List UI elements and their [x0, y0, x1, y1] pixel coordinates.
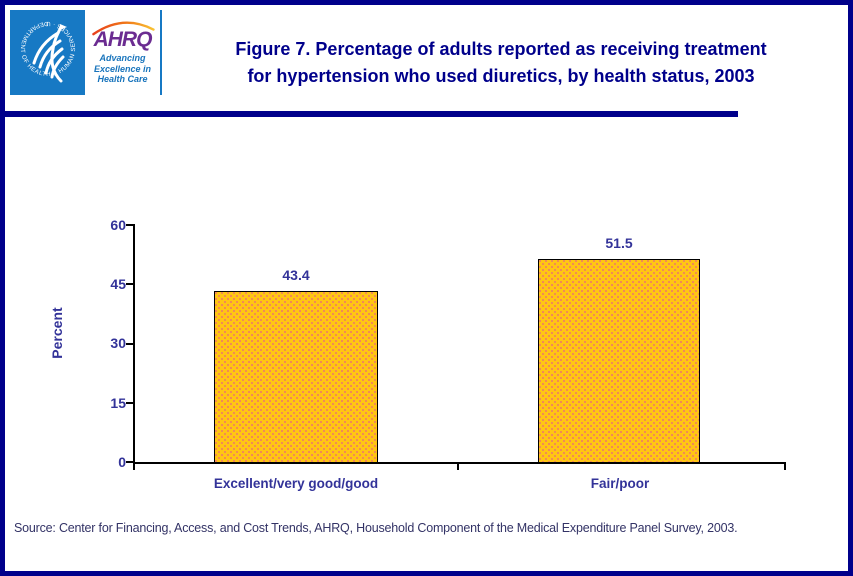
ahrq-arc-icon: [91, 21, 155, 36]
y-tick-label-15: 15: [110, 395, 126, 411]
y-tick-label-60: 60: [110, 217, 126, 233]
header-divider-bar: [5, 111, 738, 117]
hhs-eagle-icon: DEPARTMENT OF HEALTH & HUMAN SERVICES · …: [10, 10, 76, 83]
y-tick-label-0: 0: [118, 454, 126, 470]
ahrq-tagline-line3: Health Care: [97, 74, 148, 84]
y-tick-0: [126, 461, 134, 463]
category-label-excellent-very-good-good: Excellent/very good/good: [213, 476, 379, 491]
hhs-logo: DEPARTMENT OF HEALTH & HUMAN SERVICES · …: [10, 10, 85, 95]
x-axis-line: [133, 462, 786, 464]
y-tick-60: [126, 224, 134, 226]
figure-title-line2: for hypertension who used diuretics, by …: [247, 66, 755, 86]
y-tick-30: [126, 343, 134, 345]
x-tick-right: [784, 464, 786, 470]
bar-excellent-very-good-good: [214, 291, 378, 463]
figure-title-line1: Figure 7. Percentage of adults reported …: [235, 39, 767, 59]
ahrq-acronym: AHRQ: [93, 28, 153, 51]
y-tick-15: [126, 402, 134, 404]
agency-logo-block: DEPARTMENT OF HEALTH & HUMAN SERVICES · …: [10, 10, 162, 95]
ahrq-tagline-line2: Excellence in: [93, 63, 152, 74]
ahrq-tagline: Advancing Excellence in Health Care: [94, 53, 151, 85]
figure-title: Figure 7. Percentage of adults reported …: [165, 36, 837, 90]
x-tick-middle: [457, 464, 459, 470]
y-axis-title: Percent: [49, 307, 65, 359]
x-tick-left: [133, 464, 135, 470]
ahrq-logo: AHRQ Advancing Excellence in Health Care: [85, 10, 162, 95]
ahrq-tagline-line1: Advancing: [99, 53, 146, 63]
source-note: Source: Center for Financing, Access, an…: [14, 521, 738, 535]
y-tick-label-45: 45: [110, 276, 126, 292]
y-tick-45: [126, 283, 134, 285]
bar-value-label: 51.5: [605, 235, 633, 251]
y-tick-label-30: 30: [110, 335, 126, 351]
y-axis-line: [133, 224, 135, 464]
category-label-fair-poor: Fair/poor: [590, 476, 650, 491]
bar-fair-poor: [538, 259, 700, 463]
bar-value-label: 43.4: [282, 267, 310, 283]
